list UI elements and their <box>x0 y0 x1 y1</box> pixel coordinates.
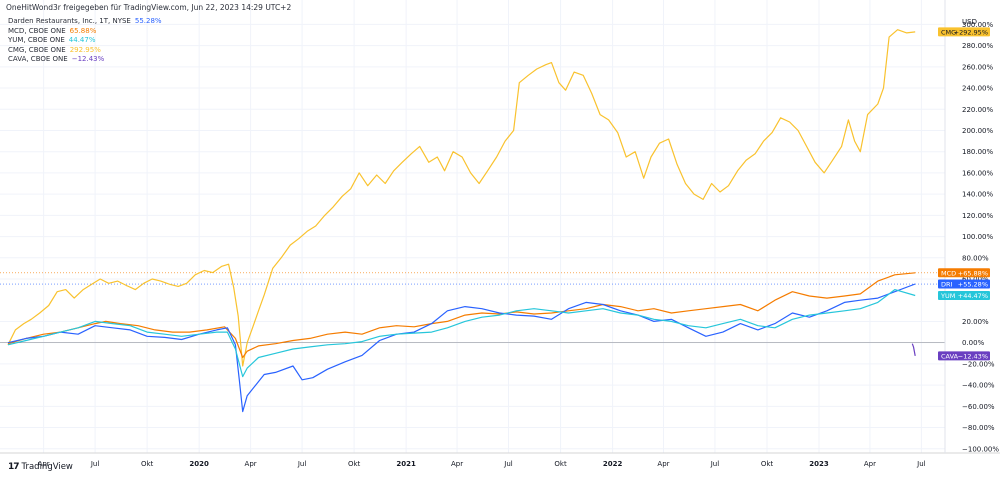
x-tick-label: 2020 <box>189 460 209 468</box>
x-tick-label: Okt <box>554 460 567 468</box>
badge-symbol: DRI <box>941 281 953 289</box>
legend-label: CMG, CBOE ONE <box>8 45 66 54</box>
y-tick-label: −60.00% <box>962 403 995 411</box>
legend-item[interactable]: CAVA, CBOE ONE −12.43% <box>8 55 162 65</box>
badge-symbol: MCD <box>941 269 956 277</box>
price-badge-yum: YUM +44.47% <box>938 290 990 300</box>
x-axis-ticks: Apr Jul Okt 2020 Apr Jul Okt 2021 Apr Jul Okt 2022 A… <box>38 460 926 468</box>
brand-label: TradingView <box>21 462 73 472</box>
series-line-cmg[interactable] <box>7 29 916 367</box>
price-badge-cava: CAVA −12.43% <box>938 351 990 361</box>
x-tick-label: 2022 <box>603 460 623 468</box>
y-tick-label: −80.00% <box>962 424 995 432</box>
legend-label: MCD, CBOE ONE <box>8 26 66 35</box>
series-line-mcd[interactable] <box>7 272 916 359</box>
attribution-text: OneHitWond3r freigegeben für TradingView… <box>6 3 292 12</box>
legend-item[interactable]: CMG, CBOE ONE 292.95% <box>8 46 162 56</box>
brand[interactable]: 17 TradingView <box>8 462 73 472</box>
badge-symbol: YUM <box>940 292 955 300</box>
badge-background <box>938 279 990 289</box>
y-tick-label: 120.00% <box>962 212 993 220</box>
y-tick-label: 140.00% <box>962 191 993 199</box>
y-tick-label: −100.00% <box>962 445 999 453</box>
legend-value: −12.43% <box>71 55 105 64</box>
y-axis-ticks: 300.00% 280.00% 260.00% 240.00% 220.00% 200.0… <box>962 21 999 453</box>
legend[interactable]: Darden Restaurants, Inc., 1T, NYSE 55.28%… <box>8 17 162 65</box>
x-tick-label: Jul <box>503 460 513 468</box>
y-tick-label: 300.00% <box>962 21 993 29</box>
x-tick-label: Apr <box>38 460 50 468</box>
badge-background <box>938 268 990 278</box>
x-tick-label: Apr <box>864 460 876 468</box>
price-badges: CMG+292.95% MCD +65.88% DRI +55.28%YUM +44.47… <box>938 27 990 361</box>
series-lines[interactable] <box>0 29 945 413</box>
x-tick-label: Apr <box>245 460 257 468</box>
x-tick-label: Apr <box>657 460 669 468</box>
y-tick-label: 240.00% <box>962 85 993 93</box>
legend-value: 55.28% <box>134 17 162 25</box>
x-tick-label: Jul <box>916 460 926 468</box>
price-badge-mcd: MCD +65.88% <box>938 268 990 278</box>
legend-item[interactable]: YUM, CBOE ONE 44.47% <box>8 36 162 46</box>
y-tick-label: 60.00% <box>962 276 989 284</box>
badge-background <box>938 27 990 37</box>
badge-background <box>938 290 990 300</box>
legend-item[interactable]: MCD, CBOE ONE 65.88% <box>8 27 162 37</box>
y-tick-label: 200.00% <box>962 127 993 135</box>
series-line-dri[interactable] <box>7 283 916 413</box>
legend-value: 44.47% <box>68 36 96 45</box>
y-tick-label: 280.00% <box>962 42 993 50</box>
badge-background <box>938 351 990 361</box>
x-tick-label: Jul <box>710 460 720 468</box>
y-tick-label: 100.00% <box>962 233 993 241</box>
x-tick-label: 2023 <box>809 460 829 468</box>
badge-value: +55.28% <box>958 281 988 289</box>
badge-value: +65.88% <box>958 269 988 277</box>
x-tick-label: Jul <box>90 460 100 468</box>
badge-symbol: CMG <box>941 28 956 36</box>
legend-label: CAVA, CBOE ONE <box>8 55 68 64</box>
badge-value: +292.95% <box>954 28 988 36</box>
y-tick-label: 180.00% <box>962 148 993 156</box>
y-tick-label: −40.00% <box>962 382 995 390</box>
price-badge-cmg: CMG+292.95% <box>938 27 990 37</box>
badge-symbol: CAVA <box>941 352 959 360</box>
legend-label: YUM, CBOE ONE <box>8 36 65 45</box>
currency-label: USD <box>962 18 977 26</box>
y-tick-label: 80.00% <box>962 254 989 262</box>
badge-value: −12.43% <box>958 352 988 360</box>
y-tick-label: 220.00% <box>962 106 993 114</box>
x-tick-label: Okt <box>141 460 154 468</box>
x-tick-label: Okt <box>761 460 774 468</box>
y-tick-label: 260.00% <box>962 63 993 71</box>
y-tick-label: 0.00% <box>962 339 985 347</box>
series-line-yum[interactable] <box>7 289 916 378</box>
legend-item[interactable]: Darden Restaurants, Inc., 1T, NYSE 55.28% <box>8 17 162 27</box>
legend-label: Darden Restaurants, Inc., 1T, NYSE <box>8 17 131 25</box>
legend-value: 65.88% <box>69 26 97 35</box>
tradingview-logo-icon: 17 <box>8 462 19 472</box>
x-tick-label: 2021 <box>396 460 416 468</box>
y-tick-label: −20.00% <box>962 360 995 368</box>
price-badge-dri: DRI +55.28% <box>938 279 990 289</box>
legend-value: 292.95% <box>69 45 101 54</box>
y-tick-label: 160.00% <box>962 169 993 177</box>
badge-value: +44.47% <box>958 292 988 300</box>
x-tick-label: Okt <box>348 460 361 468</box>
x-tick-label: Jul <box>297 460 307 468</box>
y-tick-label: 20.00% <box>962 318 989 326</box>
series-line-cava[interactable] <box>911 343 916 357</box>
x-tick-label: Apr <box>451 460 463 468</box>
